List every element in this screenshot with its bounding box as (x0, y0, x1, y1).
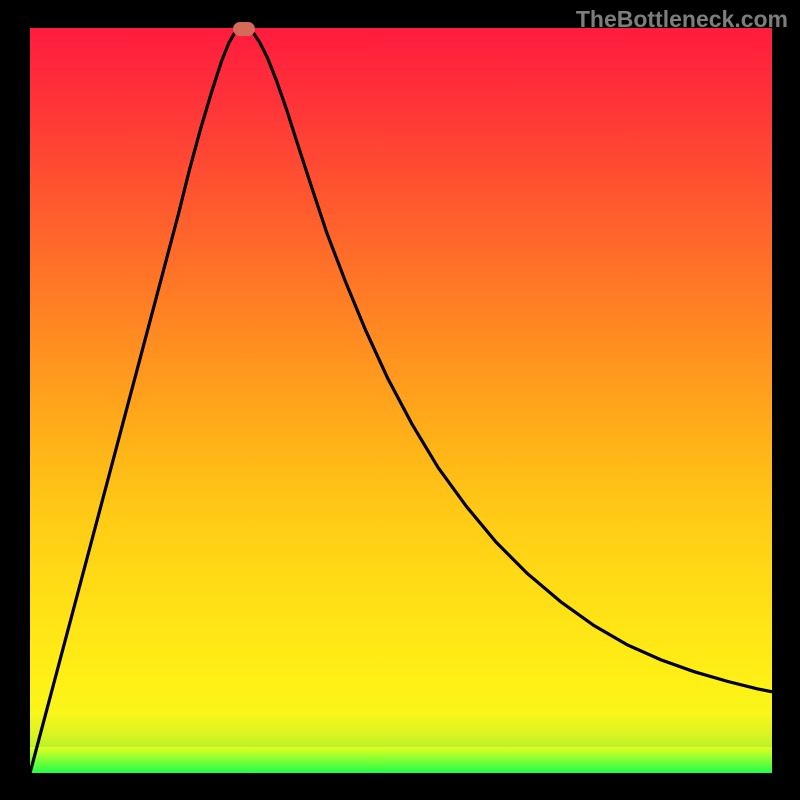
watermark-label: TheBottleneck.com (576, 6, 788, 33)
bottleneck-curve (30, 28, 772, 773)
curve-path (30, 28, 772, 773)
optimal-point-marker (233, 22, 255, 36)
gradient-green-strip (30, 747, 772, 773)
chart-frame: TheBottleneck.com (0, 0, 800, 800)
plot-area (30, 28, 772, 773)
